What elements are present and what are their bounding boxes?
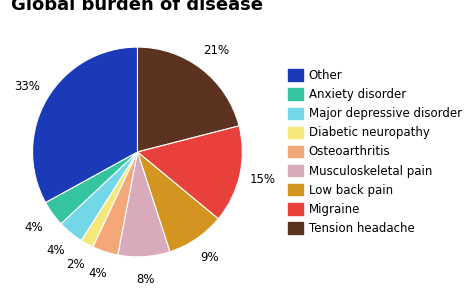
Wedge shape (93, 152, 137, 255)
Wedge shape (137, 152, 219, 252)
Text: 9%: 9% (200, 251, 219, 264)
Title: Global burden of disease: Global burden of disease (11, 0, 264, 14)
Wedge shape (61, 152, 137, 240)
Text: 15%: 15% (249, 173, 275, 186)
Wedge shape (81, 152, 137, 247)
Wedge shape (33, 47, 137, 203)
Wedge shape (46, 152, 137, 224)
Text: 33%: 33% (14, 80, 40, 93)
Wedge shape (137, 126, 242, 219)
Text: 21%: 21% (203, 44, 229, 57)
Text: 4%: 4% (46, 244, 65, 257)
Wedge shape (118, 152, 170, 257)
Wedge shape (137, 47, 239, 152)
Text: 4%: 4% (89, 267, 107, 280)
Text: 8%: 8% (136, 273, 155, 286)
Text: 2%: 2% (66, 258, 85, 271)
Legend: Other, Anxiety disorder, Major depressive disorder, Diabetic neuropathy, Osteoar: Other, Anxiety disorder, Major depressiv… (288, 69, 462, 235)
Text: 4%: 4% (25, 221, 43, 234)
